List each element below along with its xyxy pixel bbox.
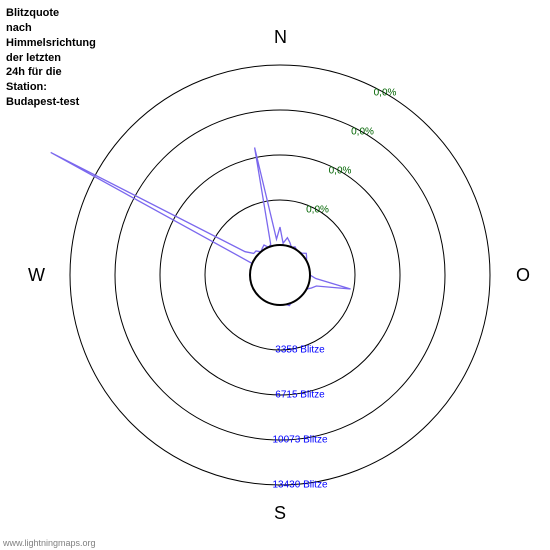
pct-ring-label: 0,0% <box>351 127 374 138</box>
blitze-ring-label: 6715 Blitze <box>275 390 324 401</box>
compass-label-n: N <box>274 27 287 48</box>
polar-chart <box>0 0 550 550</box>
blitze-ring-label: 10073 Blitze <box>272 435 327 446</box>
source-footer: www.lightningmaps.org <box>3 538 96 548</box>
compass-label-w: W <box>28 265 45 286</box>
inner-circle <box>250 245 310 305</box>
pct-ring-label: 0,0% <box>374 88 397 99</box>
blitze-ring-label: 3358 Blitze <box>275 345 324 356</box>
compass-label-e: O <box>516 265 530 286</box>
pct-ring-label: 0,0% <box>306 205 329 216</box>
pct-ring-label: 0,0% <box>329 166 352 177</box>
compass-label-s: S <box>274 503 286 524</box>
blitze-ring-label: 13430 Blitze <box>272 480 327 491</box>
